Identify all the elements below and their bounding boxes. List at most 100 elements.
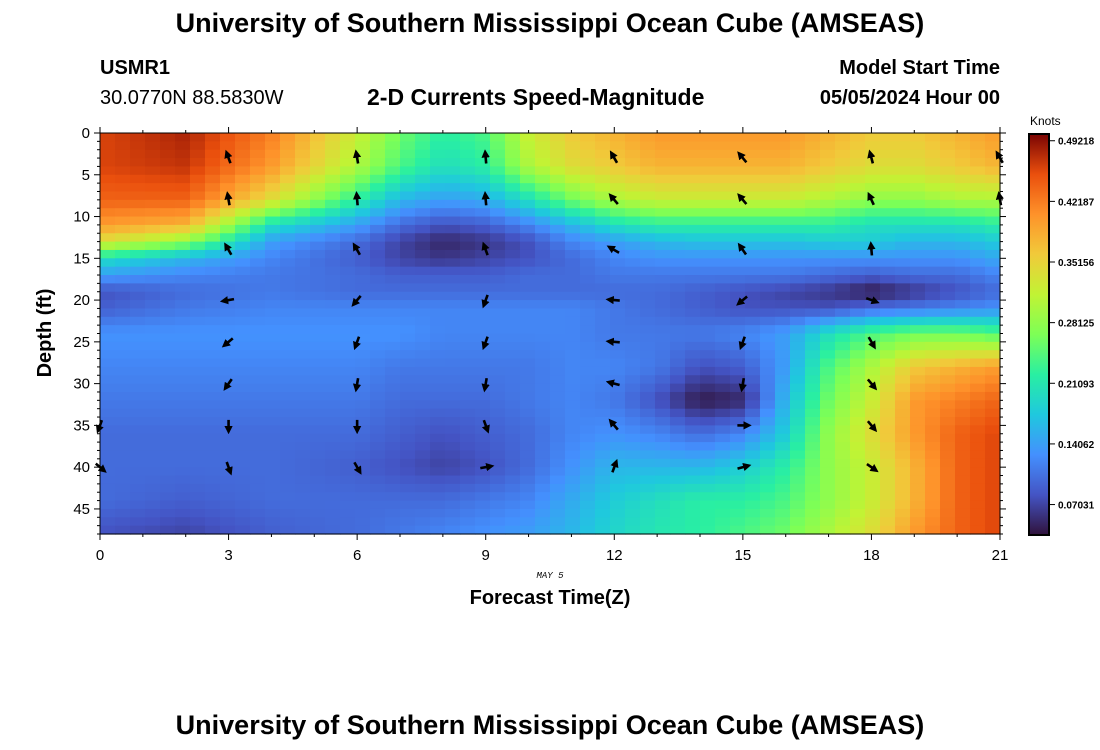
heatmap-cell bbox=[145, 174, 161, 184]
heatmap-cell bbox=[160, 333, 176, 343]
current-vector-arrow bbox=[737, 151, 748, 164]
heatmap-cell bbox=[175, 475, 191, 485]
heatmap-cell bbox=[535, 408, 551, 418]
heatmap-cell bbox=[850, 400, 866, 410]
heatmap-cell bbox=[985, 316, 1001, 326]
heatmap-cell bbox=[925, 450, 941, 460]
heatmap-cell bbox=[175, 266, 191, 276]
heatmap-cell bbox=[640, 517, 656, 527]
heatmap-cell bbox=[295, 408, 311, 418]
heatmap-cell bbox=[670, 241, 686, 251]
heatmap-cell bbox=[910, 174, 926, 184]
heatmap-cell bbox=[820, 191, 836, 201]
heatmap-cell bbox=[985, 249, 1001, 259]
heatmap-cell bbox=[520, 216, 536, 226]
heatmap-cell bbox=[235, 366, 251, 376]
heatmap-cell bbox=[430, 492, 446, 502]
heatmap-cell bbox=[340, 467, 356, 477]
heatmap-cell bbox=[985, 174, 1001, 184]
heatmap-cell bbox=[505, 300, 521, 310]
heatmap-cell bbox=[550, 208, 566, 218]
heatmap-cell bbox=[790, 258, 806, 268]
heatmap-cell bbox=[355, 300, 371, 310]
heatmap-cell bbox=[145, 483, 161, 493]
heatmap-cell bbox=[235, 358, 251, 368]
heatmap-cell bbox=[580, 525, 596, 535]
heatmap-cell bbox=[850, 199, 866, 209]
heatmap-cell bbox=[340, 183, 356, 193]
heatmap-cell bbox=[100, 400, 116, 410]
heatmap-cell bbox=[310, 291, 326, 301]
heatmap-cell bbox=[310, 208, 326, 218]
heatmap-cells bbox=[100, 133, 1001, 535]
heatmap-cell bbox=[445, 408, 461, 418]
heatmap-cell bbox=[115, 508, 131, 518]
heatmap-cell bbox=[610, 375, 626, 385]
heatmap-cell bbox=[850, 191, 866, 201]
heatmap-cell bbox=[730, 433, 746, 443]
heatmap-cell bbox=[610, 141, 626, 151]
heatmap-cell bbox=[460, 233, 476, 243]
heatmap-cell bbox=[940, 158, 956, 168]
heatmap-cell bbox=[865, 283, 881, 293]
heatmap-cell bbox=[310, 492, 326, 502]
heatmap-cell bbox=[235, 350, 251, 360]
y-tick-label: 45 bbox=[73, 501, 90, 518]
heatmap-cell bbox=[970, 325, 986, 335]
heatmap-cell bbox=[985, 208, 1001, 218]
heatmap-cell bbox=[670, 417, 686, 426]
heatmap-cell bbox=[130, 450, 146, 460]
heatmap-cell bbox=[205, 433, 221, 443]
heatmap-cell bbox=[220, 391, 236, 401]
heatmap-cell bbox=[700, 425, 716, 435]
heatmap-cell bbox=[505, 467, 521, 477]
current-vector-arrow bbox=[867, 336, 876, 350]
heatmap-cell bbox=[190, 492, 206, 502]
heatmap-cell bbox=[700, 442, 716, 452]
heatmap-cell bbox=[265, 300, 281, 310]
heatmap-cell bbox=[415, 233, 431, 243]
heatmap-cell bbox=[490, 433, 506, 443]
heatmap-cell bbox=[235, 483, 251, 493]
heatmap-cell bbox=[580, 283, 596, 293]
heatmap-cell bbox=[790, 492, 806, 502]
heatmap-cell bbox=[715, 366, 731, 376]
heatmap-cell bbox=[355, 174, 371, 184]
heatmap-cell bbox=[235, 166, 251, 176]
heatmap-cell bbox=[355, 141, 371, 151]
heatmap-cell bbox=[370, 300, 386, 310]
heatmap-cell bbox=[610, 266, 626, 276]
heatmap-cell bbox=[130, 366, 146, 376]
heatmap-cell bbox=[400, 358, 416, 368]
heatmap-cell bbox=[910, 433, 926, 443]
heatmap-cell bbox=[895, 174, 911, 184]
heatmap-cell bbox=[820, 249, 836, 259]
heatmap-cell bbox=[355, 341, 371, 351]
heatmap-cell bbox=[940, 483, 956, 493]
heatmap-cell bbox=[775, 199, 791, 209]
heatmap-cell bbox=[745, 166, 761, 176]
heatmap-cell bbox=[580, 492, 596, 502]
heatmap-cell bbox=[820, 149, 836, 159]
heatmap-cell bbox=[805, 508, 821, 518]
heatmap-cell bbox=[325, 174, 341, 184]
heatmap-cell bbox=[970, 216, 986, 226]
heatmap-cell bbox=[115, 417, 131, 426]
heatmap-cell bbox=[760, 199, 776, 209]
current-vector-arrow bbox=[353, 461, 362, 475]
heatmap-cell bbox=[190, 258, 206, 268]
heatmap-cell bbox=[430, 183, 446, 193]
heatmap-cell bbox=[130, 216, 146, 226]
heatmap-cell bbox=[415, 442, 431, 452]
heatmap-cell bbox=[430, 316, 446, 326]
heatmap-cell bbox=[175, 400, 191, 410]
heatmap-cell bbox=[655, 316, 671, 326]
heatmap-cell bbox=[685, 366, 701, 376]
heatmap-cell bbox=[640, 408, 656, 418]
heatmap-cell bbox=[370, 433, 386, 443]
heatmap-cell bbox=[685, 492, 701, 502]
heatmap-cell bbox=[820, 241, 836, 251]
heatmap-cell bbox=[940, 408, 956, 418]
heatmap-cell bbox=[160, 216, 176, 226]
heatmap-cell bbox=[205, 400, 221, 410]
